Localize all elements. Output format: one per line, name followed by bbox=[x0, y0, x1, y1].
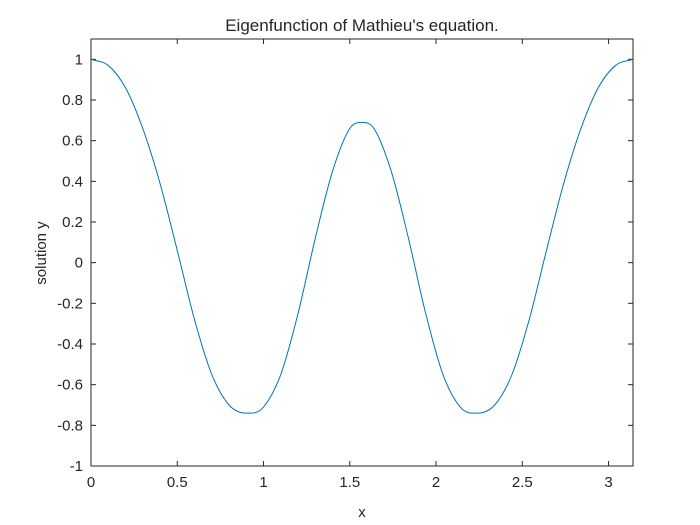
x-tick-label: 2 bbox=[432, 474, 440, 491]
x-tick-label: 0.5 bbox=[167, 474, 188, 491]
y-tick-label: 0.2 bbox=[62, 214, 83, 231]
x-tick-label: 2.5 bbox=[512, 474, 533, 491]
y-tick-label: -1 bbox=[70, 458, 83, 475]
y-tick-label: -0.8 bbox=[57, 417, 83, 434]
y-tick-label: 0.8 bbox=[62, 92, 83, 109]
y-tick-label: 0 bbox=[75, 255, 83, 272]
x-tick-label: 1 bbox=[259, 474, 267, 491]
x-tick-label: 1.5 bbox=[339, 474, 360, 491]
chart-title: Eigenfunction of Mathieu's equation. bbox=[225, 16, 499, 35]
axes-box bbox=[90, 38, 634, 467]
x-tick-label: 3 bbox=[604, 474, 612, 491]
y-tick-label: -0.6 bbox=[57, 377, 83, 394]
y-tick-label: -0.4 bbox=[57, 336, 83, 353]
axes-background bbox=[91, 39, 633, 466]
y-tick-label: 1 bbox=[75, 51, 83, 68]
y-tick-label: 0.6 bbox=[62, 133, 83, 150]
tick-group: 0 0.5 1 1.5 2 2.5 3 -1 -0.8 -0.6 -0.4 -0.2 0 0.2 0.4 0.… bbox=[57, 39, 633, 491]
series-line bbox=[90, 58, 634, 414]
y-tick-label: -0.2 bbox=[57, 295, 83, 312]
y-axis-label: solution y bbox=[33, 221, 50, 285]
y-tick-label: 0.4 bbox=[62, 173, 83, 190]
x-tick-label: 0 bbox=[87, 474, 95, 491]
x-axis-label: x bbox=[358, 504, 366, 521]
